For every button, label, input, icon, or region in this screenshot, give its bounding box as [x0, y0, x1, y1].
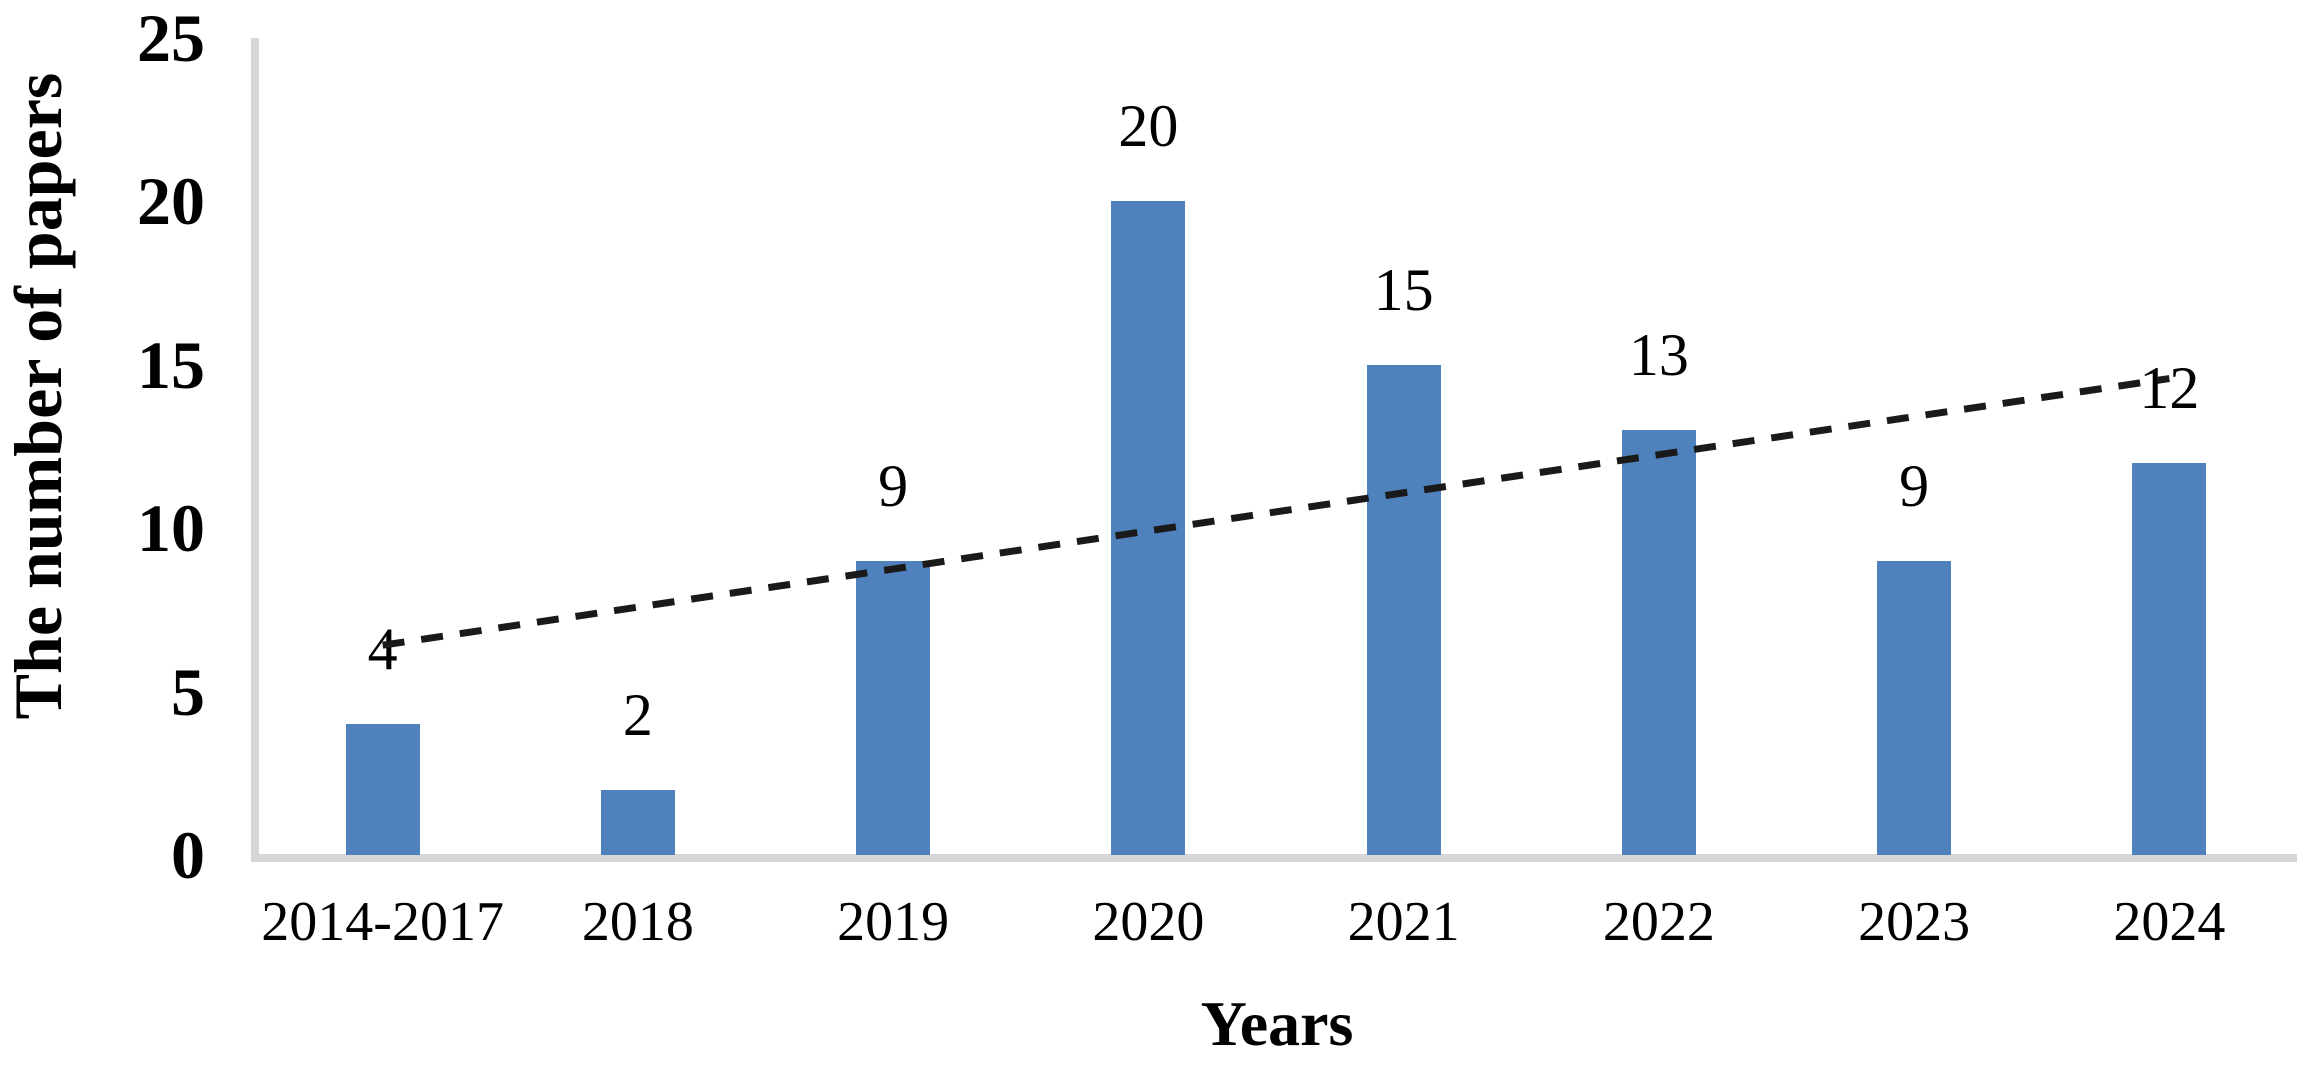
bar-2022 — [1621, 430, 1696, 855]
bar-2019 — [856, 560, 931, 855]
x-tick-label-2014-2017: 2014-2017 — [261, 891, 504, 953]
x-tick-label-2020: 2020 — [1092, 891, 1205, 953]
y-tick-label-0: 0 — [171, 817, 205, 893]
data-label-2018: 2 — [622, 681, 653, 748]
data-label-2014-2017: 4 — [367, 616, 398, 683]
x-tick-label-2023: 2023 — [1858, 891, 1971, 953]
y-tick-label-20: 20 — [137, 163, 205, 240]
x-tick-label-2024: 2024 — [2113, 891, 2226, 953]
data-label-2020: 20 — [1118, 93, 1179, 160]
x-tick-label-2018: 2018 — [581, 891, 694, 953]
data-label-2021: 15 — [1373, 256, 1434, 323]
bar-2020 — [1111, 201, 1186, 855]
y-axis-line — [251, 38, 259, 862]
data-label-2019: 9 — [878, 452, 909, 519]
bar-2023 — [1877, 560, 1952, 855]
y-tick-label-15: 15 — [137, 326, 205, 403]
x-tick-label-2022: 2022 — [1602, 891, 1715, 953]
y-tick-label-5: 5 — [171, 653, 205, 730]
data-label-2022: 13 — [1628, 322, 1689, 389]
y-tick-label-10: 10 — [137, 490, 205, 567]
bar-2021 — [1366, 364, 1441, 855]
data-label-2024: 12 — [2139, 354, 2200, 421]
x-tick-label-2019: 2019 — [837, 891, 950, 953]
x-axis-title: Years — [1200, 988, 1354, 1059]
bar-2024 — [2132, 462, 2207, 855]
x-axis-line — [251, 854, 2297, 862]
bar-2018 — [600, 789, 675, 855]
bar-2014-2017 — [345, 724, 420, 855]
data-label-2023: 9 — [1899, 452, 1930, 519]
y-tick-label-25: 25 — [137, 0, 205, 76]
x-tick-label-2021: 2021 — [1347, 891, 1460, 953]
